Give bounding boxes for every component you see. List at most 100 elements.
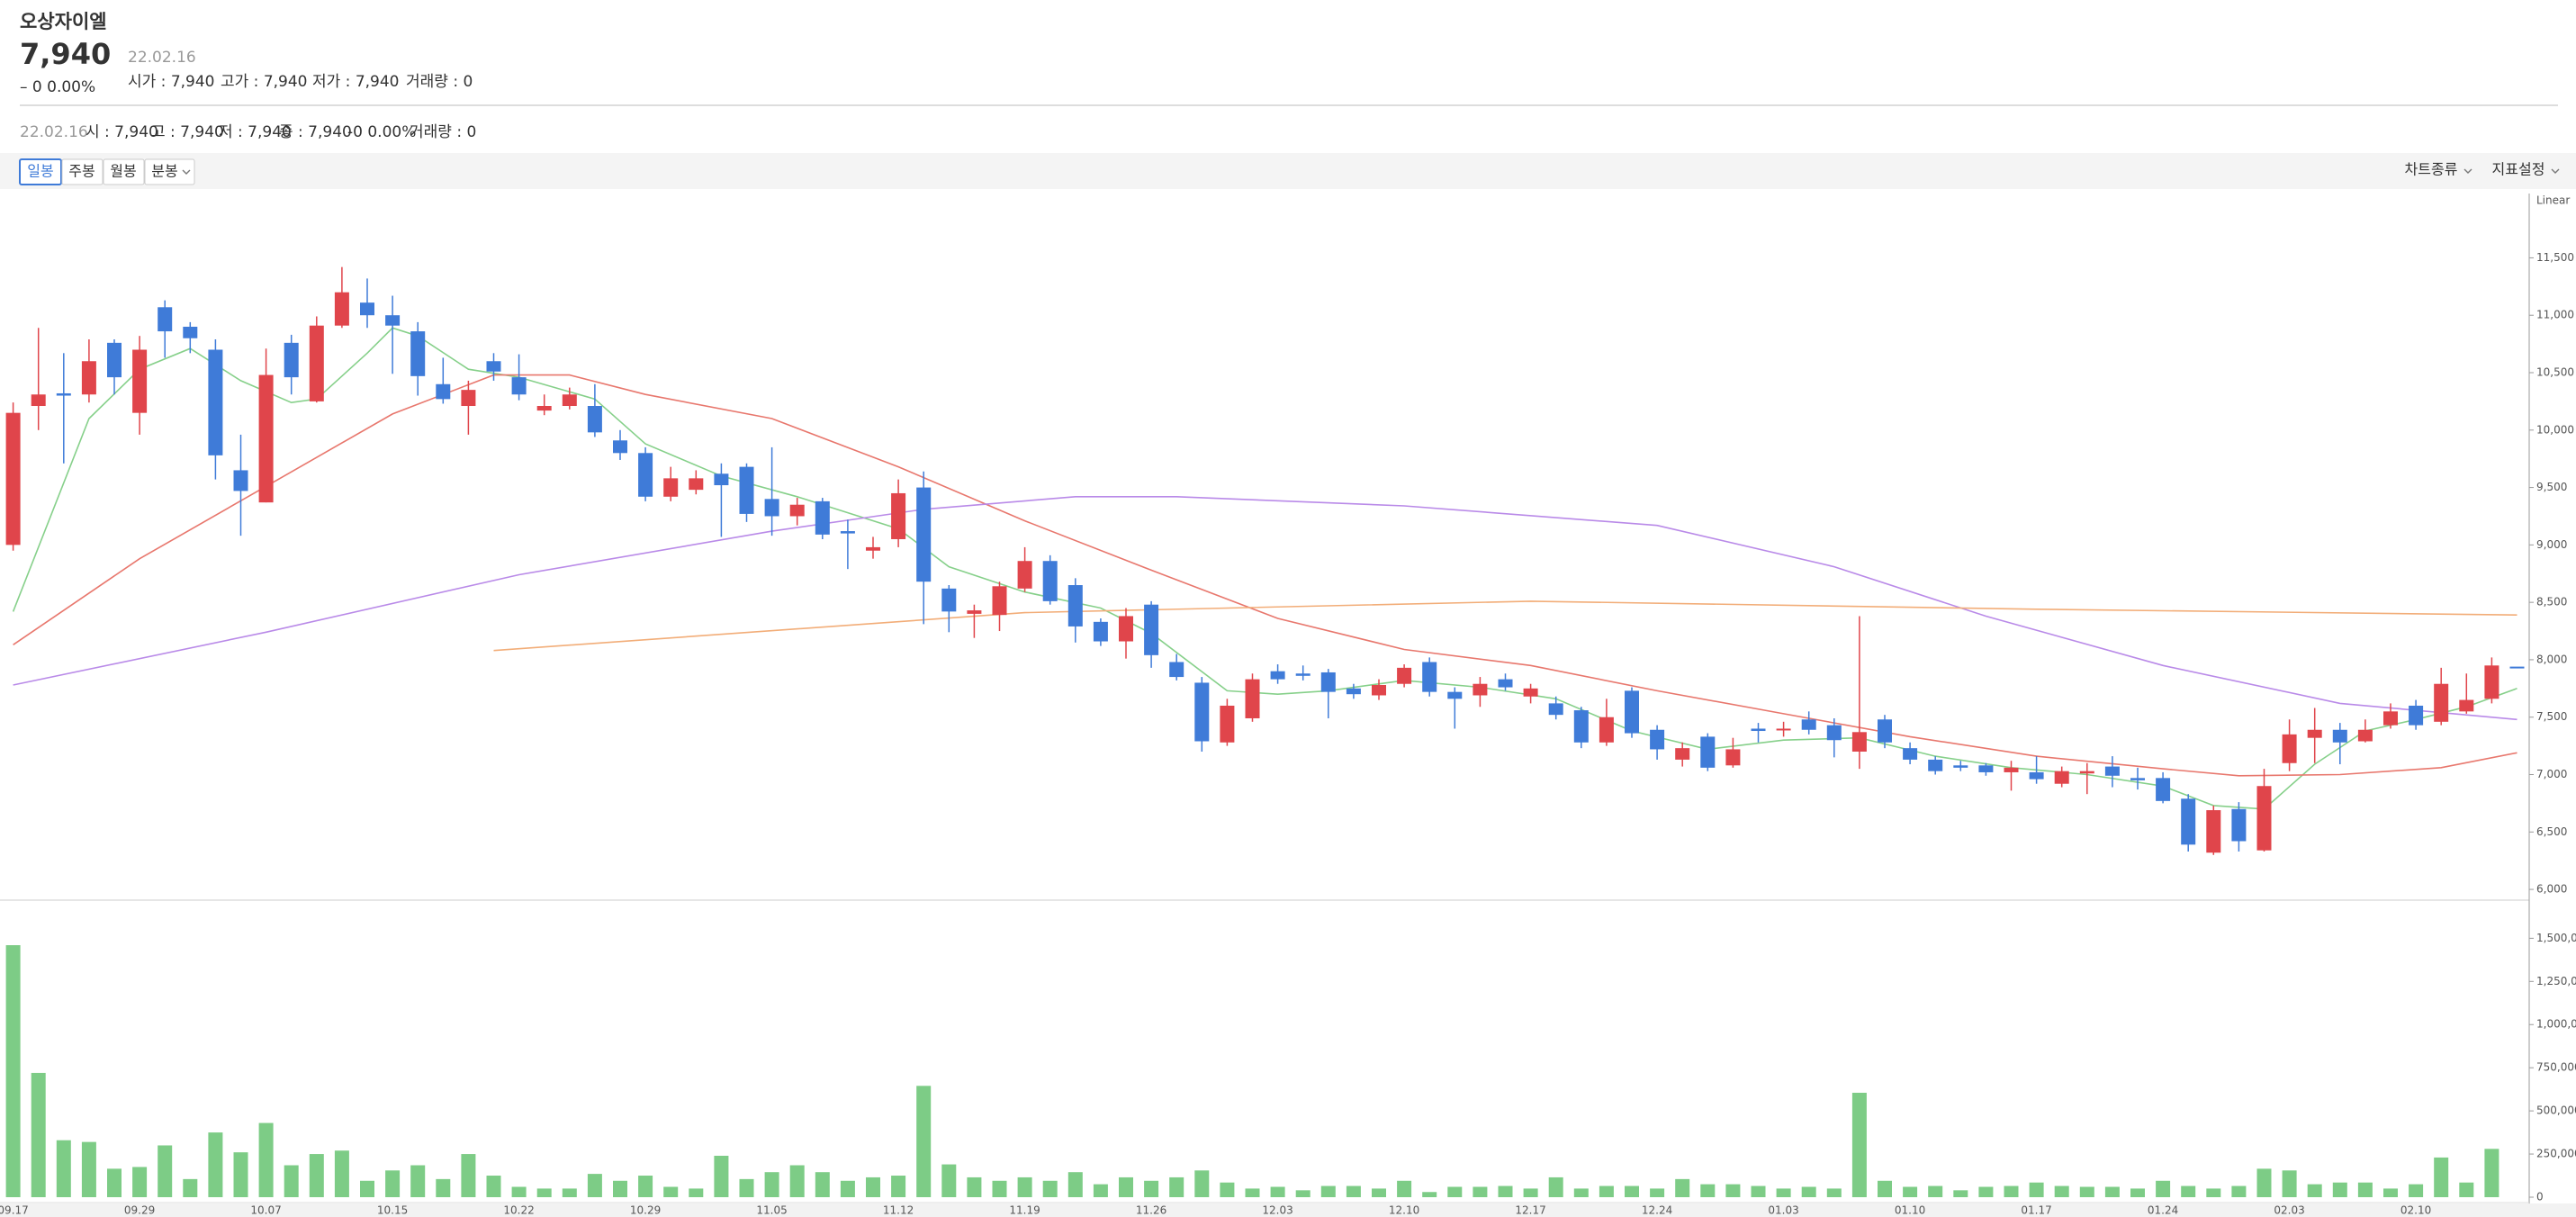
y-tick-label: 1,250,000 — [2536, 975, 2576, 987]
candle-body — [1978, 765, 1994, 772]
stat: 저가 : 7,940 — [312, 73, 399, 91]
x-tick-label: 01.10 — [1895, 1204, 1925, 1217]
volume-bar — [2307, 1184, 2322, 1197]
period-button[interactable] — [61, 158, 104, 185]
volume-bar — [81, 1141, 96, 1197]
volume-bar — [2282, 1170, 2297, 1197]
period-label[interactable]: 월봉 — [110, 163, 136, 180]
volume-bar — [1346, 1185, 1361, 1197]
volume-bar — [2231, 1185, 2247, 1197]
candle-body — [2231, 808, 2247, 842]
volume-bar — [2383, 1188, 2398, 1197]
volume-bar — [410, 1165, 426, 1197]
volume-bar — [536, 1188, 552, 1197]
x-tick-label: 02.03 — [2274, 1204, 2304, 1217]
info-item: 시 : 7,940 — [86, 123, 158, 141]
volume-bar — [1978, 1186, 1994, 1197]
candle-body — [1017, 561, 1032, 589]
candle-body — [2357, 729, 2373, 742]
volume-bar — [1700, 1184, 1716, 1197]
candle-body — [1851, 732, 1867, 752]
y-tick-label: 750,000 — [2536, 1061, 2576, 1074]
volume-bar — [1903, 1186, 1918, 1197]
volume-bar — [258, 1122, 274, 1197]
y-tick-label: 250,000 — [2536, 1148, 2576, 1160]
candle-body — [1903, 748, 1918, 760]
menu-label[interactable]: 차트종류 — [2405, 161, 2458, 178]
volume-bar — [360, 1180, 374, 1197]
volume-bar — [1220, 1182, 1235, 1197]
candle-body — [511, 377, 527, 395]
candle-body — [1599, 717, 1614, 743]
candle-body — [2029, 771, 2044, 780]
volume-bar — [284, 1165, 299, 1197]
period-button[interactable] — [103, 158, 145, 185]
period-label[interactable]: 분봉 — [151, 163, 177, 180]
period-button[interactable] — [144, 158, 195, 185]
volume-bar — [916, 1086, 932, 1197]
x-tick-label: 09.17 — [0, 1204, 29, 1217]
x-tick-label: 02.10 — [2400, 1204, 2431, 1217]
candle-body — [840, 531, 855, 534]
volume-bar — [739, 1178, 754, 1197]
volume-bar — [1144, 1180, 1159, 1197]
volume-bar — [1751, 1185, 1766, 1197]
candle-body — [81, 361, 96, 395]
candle-body — [360, 302, 374, 316]
candle-body — [1548, 703, 1563, 716]
candle-body — [1700, 736, 1716, 768]
volume-bar — [1422, 1192, 1437, 1197]
candle-body — [461, 390, 476, 407]
x-tick-label: 11.26 — [1136, 1204, 1166, 1217]
volume-bar — [689, 1188, 704, 1197]
volume-bar — [1372, 1188, 1386, 1197]
candle-body — [1725, 749, 1741, 766]
candle-body — [1346, 688, 1361, 695]
volume-bar — [663, 1186, 679, 1197]
info-item: 거래량 : 0 — [410, 123, 476, 141]
candle-body — [309, 325, 324, 401]
period-label[interactable]: 주봉 — [68, 163, 95, 180]
info-item: 종 : 7,940 — [279, 123, 352, 141]
volume-bar — [1878, 1180, 1892, 1197]
volume-bar — [436, 1178, 451, 1197]
x-tick-label: 12.24 — [1642, 1204, 1672, 1217]
candle-body — [739, 466, 754, 514]
volume-bar — [2181, 1185, 2196, 1197]
volume-bar — [1194, 1170, 1210, 1197]
volume-bar — [1599, 1185, 1614, 1197]
volume-bar — [2459, 1182, 2474, 1197]
moving-average — [493, 600, 2517, 652]
volume-bar — [764, 1172, 779, 1197]
candle-body — [2509, 666, 2525, 669]
candle-body — [1067, 585, 1083, 627]
volume-bar — [941, 1164, 957, 1197]
candle-body — [1625, 690, 1639, 734]
volume-bar — [638, 1176, 653, 1197]
info-item: 저 : 7,940 — [219, 123, 292, 141]
volume-bar — [1625, 1185, 1639, 1197]
candle-body — [1878, 719, 1892, 743]
menu-label[interactable]: 지표설정 — [2492, 161, 2545, 178]
y-tick-label: 6,500 — [2536, 825, 2567, 838]
candle-body — [1498, 679, 1513, 688]
volume-bar — [1826, 1188, 1842, 1197]
chevron — [2551, 168, 2560, 174]
candle-body — [2484, 665, 2499, 699]
candle-body — [815, 500, 830, 535]
candle-body — [2004, 767, 2019, 772]
x-tick-label: 11.05 — [756, 1204, 787, 1217]
period-label[interactable]: 일봉 — [27, 163, 53, 180]
volume-bar — [1067, 1172, 1083, 1197]
volume-bar — [1650, 1188, 1665, 1197]
volume-bar — [1245, 1188, 1260, 1197]
period-button[interactable] — [19, 158, 62, 185]
volume-bar — [2029, 1182, 2044, 1197]
price: 7,940 — [20, 37, 111, 71]
volume-bar — [1675, 1178, 1690, 1197]
candle-body — [1826, 725, 1842, 741]
volume-bar — [486, 1176, 501, 1197]
candle-body — [410, 331, 426, 376]
